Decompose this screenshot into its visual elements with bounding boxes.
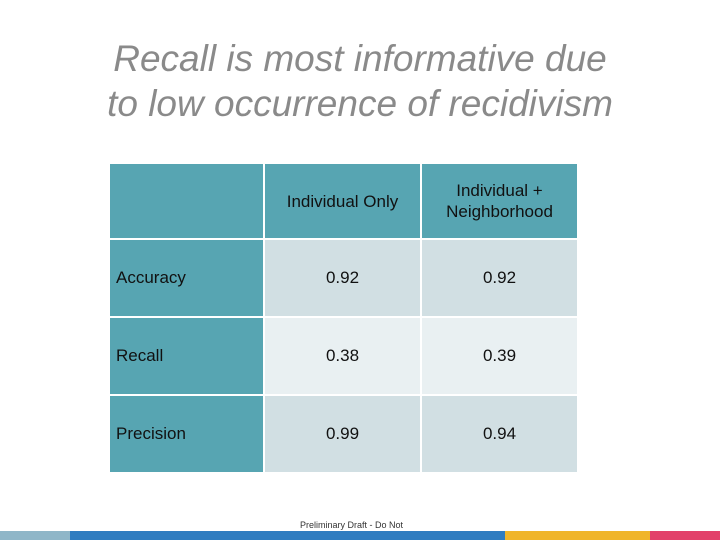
header-corner-cell <box>108 162 265 240</box>
cell-precision-individual: 0.99 <box>263 394 422 474</box>
bar-segment-blue <box>70 531 505 540</box>
cell-precision-neighborhood: 0.94 <box>420 394 579 474</box>
row-label-precision: Precision <box>108 394 265 474</box>
table-row: Precision 0.99 0.94 <box>108 394 579 474</box>
results-table: Individual Only Individual + Neighborhoo… <box>108 162 579 474</box>
table-row: Recall 0.38 0.39 <box>108 316 579 396</box>
bar-segment-red <box>650 531 720 540</box>
bottom-color-bar <box>0 531 720 540</box>
row-label-recall: Recall <box>108 316 265 396</box>
row-label-accuracy: Accuracy <box>108 238 265 318</box>
header-individual-neighborhood: Individual + Neighborhood <box>420 162 579 240</box>
table-row: Accuracy 0.92 0.92 <box>108 238 579 318</box>
cell-recall-individual: 0.38 <box>263 316 422 396</box>
footer-note: Preliminary Draft - Do Not <box>300 520 404 530</box>
cell-recall-neighborhood: 0.39 <box>420 316 579 396</box>
slide-title: Recall is most informative due to low oc… <box>40 36 680 126</box>
cell-accuracy-neighborhood: 0.92 <box>420 238 579 318</box>
title-line-2: to low occurrence of recidivism <box>107 83 613 124</box>
bar-segment-light-blue <box>0 531 70 540</box>
table-header-row: Individual Only Individual + Neighborhoo… <box>108 162 579 240</box>
bar-segment-yellow <box>505 531 650 540</box>
title-line-1: Recall is most informative due <box>113 38 607 79</box>
header-individual-neighborhood-label: Individual + Neighborhood <box>446 181 553 221</box>
cell-accuracy-individual: 0.92 <box>263 238 422 318</box>
header-individual-only: Individual Only <box>263 162 422 240</box>
